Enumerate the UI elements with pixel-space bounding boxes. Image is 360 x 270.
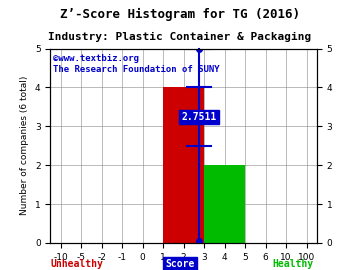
Y-axis label: Number of companies (6 total): Number of companies (6 total) [21, 76, 30, 215]
Bar [204, 165, 245, 243]
Bar [163, 87, 204, 243]
Text: Industry: Plastic Container & Packaging: Industry: Plastic Container & Packaging [48, 32, 312, 42]
Text: Unhealthy: Unhealthy [50, 259, 103, 269]
Text: Z’-Score Histogram for TG (2016): Z’-Score Histogram for TG (2016) [60, 8, 300, 21]
Text: ©www.textbiz.org
The Research Foundation of SUNY: ©www.textbiz.org The Research Foundation… [53, 55, 220, 74]
Text: Score: Score [165, 259, 195, 269]
Text: 2.7511: 2.7511 [181, 112, 217, 122]
Text: Healthy: Healthy [272, 259, 313, 269]
